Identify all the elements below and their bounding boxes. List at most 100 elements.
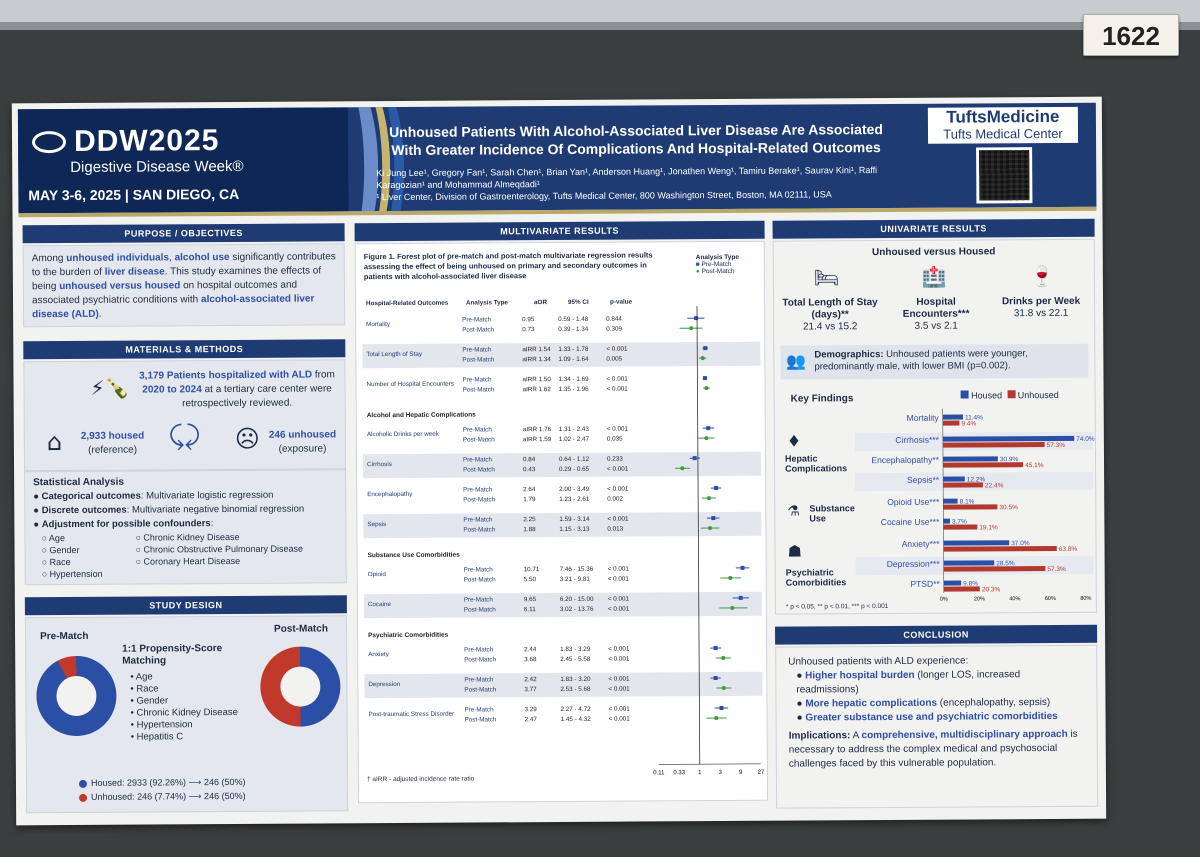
- forest-point-post: [704, 436, 709, 441]
- cohort-text: 3,179 Patients hospitalized with ALD fro…: [139, 369, 335, 410]
- authors: Ki Jung Lee¹, Gregory Fan¹, Sarah Chen¹,…: [376, 164, 916, 203]
- tufts-logo: TuftsMedicine Tufts Medical Center: [927, 106, 1079, 144]
- kf-bar-unhoused: [943, 545, 1057, 552]
- affiliation: ¹ Liver Center, Division of Gastroentero…: [376, 189, 832, 203]
- legend-unhoused: Unhoused: 246 (7.74%) ⟶ 246 (50%): [79, 791, 246, 803]
- kf-bar-unhoused: [943, 482, 983, 488]
- kf-bar-value: 22.4%: [985, 482, 1004, 489]
- poster-title: Unhoused Patients With Alcohol-Associate…: [388, 121, 883, 159]
- kf-category-label: Opioid Use***: [887, 497, 940, 507]
- kf-bar-housed: [943, 540, 1010, 546]
- kf-bar-housed: [943, 580, 962, 586]
- conclusion-implications: Implications: A comprehensive, multidisc…: [788, 728, 1078, 770]
- ddw-logo-icon: [31, 131, 67, 154]
- forest-point-pre: [738, 595, 743, 600]
- purpose-heading: PURPOSE / OBJECTIVES: [22, 223, 345, 244]
- kf-bar-unhoused: [942, 420, 960, 426]
- forest-point-post: [680, 466, 685, 471]
- forest-tick-label: 3: [718, 770, 722, 776]
- kf-bar-housed: [942, 456, 998, 462]
- stat-discrete: ● Discrete outcomes: Multivariate negati…: [33, 503, 305, 517]
- qr-code-icon[interactable]: [976, 147, 1033, 204]
- kf-bar-value: 37.0%: [1011, 540, 1030, 547]
- kf-category-label: Sepsis**: [907, 475, 940, 485]
- unhoused-count: 246 unhoused (exposure): [268, 429, 337, 455]
- kf-bar-value: 74.0%: [1076, 436, 1095, 443]
- forest-footnote: † aIRR - adjusted incidence rate ratio: [366, 775, 475, 784]
- forest-point-pre: [706, 426, 711, 431]
- forest-point-pre: [694, 316, 699, 321]
- forest-point-post: [689, 326, 694, 331]
- ddw-logo-subtitle: Digestive Disease Week®: [70, 157, 244, 176]
- kf-bar-value: 63.8%: [1059, 546, 1078, 553]
- conclusion-point-3: ● Greater substance use and psychiatric …: [796, 710, 1058, 724]
- housed-count: 2,933 housed (reference): [80, 430, 145, 456]
- design-box: Pre-Match Post-Match 1:1 Propensity-Scor…: [24, 615, 349, 814]
- kf-bar-unhoused: [943, 586, 980, 592]
- kf-bar-value: 57.3%: [1047, 566, 1066, 573]
- kf-bar-unhoused: [942, 442, 1045, 448]
- match-list: • Age • Race • Gender • Chronic Kidney D…: [130, 671, 238, 743]
- kf-category-label: Cocaine Use***: [881, 517, 940, 527]
- pre-match-label: Pre-Match: [40, 630, 89, 643]
- kf-category-label: Cirrhosis***: [895, 435, 939, 445]
- author-list: Ki Jung Lee¹, Gregory Fan¹, Sarah Chen¹,…: [376, 165, 878, 191]
- conclusion-heading: CONCLUSION: [775, 624, 1098, 645]
- split-arrows-icon: ⤹⤸: [168, 421, 201, 452]
- kf-tick-label: 40%: [1009, 596, 1020, 602]
- conference-date: MAY 3-6, 2025 | SAN DIEGO, CA: [28, 185, 240, 204]
- univariate-box: Unhoused versus Housed 🛏 🏥 🍷 Total Lengt…: [772, 238, 1097, 615]
- forest-point-post: [730, 605, 735, 610]
- kf-bar-unhoused: [943, 462, 1024, 468]
- forest-point-pre: [702, 376, 707, 381]
- kf-tick-label: 0%: [940, 597, 948, 603]
- ddw-logo: DDW2025: [73, 124, 220, 158]
- kf-bar-value: 11.4%: [965, 414, 983, 421]
- forest-point-post: [706, 496, 711, 501]
- post-match-label: Post-Match: [273, 623, 328, 635]
- confounders-left: ○ Age ○ Gender ○ Race ○ Hypertension: [41, 533, 103, 580]
- kf-tick-label: 60%: [1045, 596, 1056, 602]
- kf-category-label: Mortality: [907, 413, 940, 423]
- forest-point-pre: [703, 346, 708, 351]
- kf-bar-value: 57.3%: [1047, 442, 1066, 449]
- forest-point-pre: [713, 646, 718, 651]
- forest-tick-label: 1: [698, 770, 702, 776]
- kf-bar-value: 28.5%: [996, 560, 1015, 567]
- kf-row-shade: [855, 575, 1094, 596]
- forest-plot-panel: Figure 1. Forest plot of pre-match and p…: [354, 240, 769, 804]
- purpose-text: Among unhoused individuals, alcohol use …: [31, 251, 336, 321]
- match-title: 1:1 Propensity-Score Matching: [122, 643, 223, 667]
- forest-tick-label: 0.33: [673, 770, 685, 776]
- forest-plot-svg: 0.11 0.33 1 3 9 27: [653, 306, 765, 776]
- board-rail-shadow: [0, 22, 1200, 30]
- kf-category-label: Encephalopathy**: [871, 455, 939, 465]
- kf-bar-value: 12.2%: [967, 476, 986, 483]
- forest-point-post: [714, 716, 719, 721]
- kf-bar-housed: [943, 498, 958, 504]
- stat-analysis-box: Statistical Analysis ● Categorical outco…: [24, 469, 347, 586]
- board-number-tag: 1622: [1083, 14, 1179, 56]
- forest-reference-line: [696, 306, 701, 765]
- conclusion-box: Unhoused patients with ALD experience: ●…: [775, 644, 1099, 809]
- pre-match-donut: [36, 655, 117, 737]
- kf-bar-value: 3.7%: [952, 519, 967, 526]
- multivariate-heading: MULTIVARIATE RESULTS: [354, 220, 765, 242]
- kf-bar-unhoused: [943, 504, 998, 510]
- post-match-donut: [260, 646, 341, 727]
- kf-y-axis: [942, 408, 945, 593]
- tufts-center: Tufts Medical Center: [943, 125, 1063, 142]
- forest-point-pre: [713, 676, 718, 681]
- poster-header: DDW2025 Digestive Disease Week® MAY 3-6,…: [17, 102, 1097, 214]
- kf-category-label: Depression***: [887, 559, 941, 569]
- univariate-heading: UNIVARIATE RESULTS: [772, 218, 1095, 239]
- forest-x-axis: [658, 763, 761, 765]
- kf-bar-value: 45.1%: [1025, 462, 1044, 469]
- forest-point-post: [704, 386, 709, 391]
- forest-point-post: [700, 356, 705, 361]
- forest-point-pre: [740, 565, 745, 570]
- confounders-right: ○ Chronic Kidney Disease ○ Chronic Obstr…: [135, 531, 304, 567]
- methods-heading: MATERIALS & METHODS: [23, 339, 346, 360]
- purpose-box: Among unhoused individuals, alcohol use …: [22, 243, 346, 328]
- forest-tick-label: 9: [739, 770, 743, 776]
